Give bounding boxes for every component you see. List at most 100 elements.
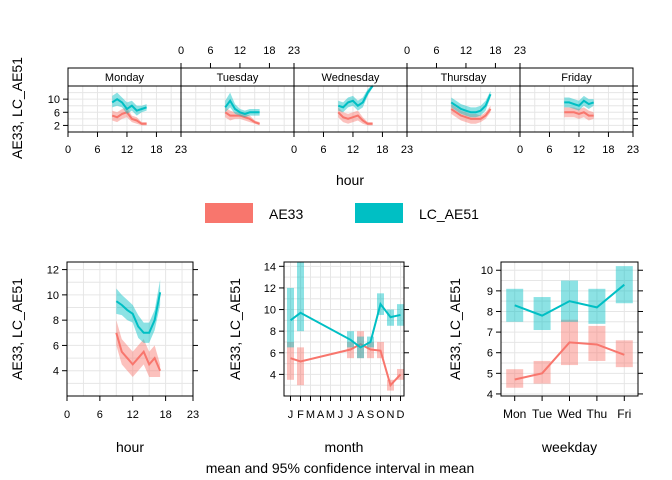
x-tick-label: J	[338, 409, 344, 421]
x-tick-label: S	[367, 409, 374, 421]
x-tick-label: F	[297, 409, 304, 421]
line-lc_ae51	[337, 85, 374, 109]
y-tick-label: 6	[53, 340, 59, 352]
line-ae33	[111, 111, 147, 125]
line-lc_ae51	[450, 93, 492, 114]
x-tick-label: A	[317, 409, 325, 421]
y-tick-label: 8	[487, 306, 493, 318]
y-tick-label: 4	[270, 369, 276, 381]
y-axis-title: AE33, LC_AE51	[227, 278, 243, 380]
x-tick-label: Thu	[587, 407, 608, 421]
y-tick-label: 4	[487, 389, 493, 401]
weekday-chart: 4 5 6 7 8 9 10 Mon Tue Wed Thu Fri weekday AE33, LC_A…	[447, 261, 643, 455]
y-tick-label: 10	[47, 290, 59, 302]
x-axis-title: hour	[116, 439, 144, 455]
y-tick-label: 8	[53, 315, 59, 327]
x-tick-label: 23	[187, 409, 199, 421]
x-tick-label: 18	[159, 409, 171, 421]
x-tick-label: 6	[207, 45, 213, 57]
line-lc_ae51	[289, 301, 401, 349]
line-lc_ae51	[224, 98, 260, 115]
x-tick-label: 12	[573, 144, 585, 156]
x-tick-label: N	[387, 409, 395, 421]
line-lc_ae51	[564, 99, 595, 107]
x-axis-title: month	[325, 439, 364, 455]
line-lc_ae51	[514, 283, 625, 317]
x-tick-label: 0	[178, 45, 184, 57]
y-tick-label: 4	[53, 366, 59, 378]
panel-monday: Monday 0 6 12 18 23	[65, 67, 187, 156]
panel-border	[519, 85, 634, 133]
ci-band-lc_ae51	[338, 84, 373, 113]
y-axis-title: AE33, LC_AE51	[9, 278, 25, 380]
x-tick-label: J	[348, 409, 354, 421]
ci-box-lc_ae51	[533, 297, 551, 331]
hour-chart: 4 6 8 10 12 0 6 12 18 23 hour AE33, LC_AE51	[9, 261, 199, 455]
y-tick-label: 12	[47, 265, 59, 277]
ci-box-ae33	[297, 347, 304, 386]
x-tick-label: 12	[234, 45, 246, 57]
strip-label: Tuesday	[217, 72, 259, 84]
ci-box-ae33	[287, 341, 294, 380]
y-tick-label: 12	[264, 283, 276, 295]
panel-border	[66, 261, 194, 397]
x-tick-label: A	[357, 409, 365, 421]
x-tick-label: 23	[627, 144, 639, 156]
x-tick-label: D	[397, 409, 405, 421]
x-tick-label: 12	[127, 409, 139, 421]
x-tick-label: 18	[602, 144, 614, 156]
line-ae33	[224, 111, 260, 125]
x-tick-label: 23	[175, 144, 187, 156]
x-tick-label: Mon	[503, 407, 526, 421]
x-tick-label: 12	[121, 144, 133, 156]
x-tick-label: 18	[150, 144, 162, 156]
x-tick-label: 18	[263, 45, 275, 57]
x-tick-label: Fri	[617, 407, 631, 421]
y-tick-label: 6	[270, 348, 276, 360]
ci-band-lc_ae51	[116, 279, 161, 343]
x-tick-label: Wed	[557, 407, 581, 421]
x-tick-label: 23	[401, 144, 413, 156]
panel-border	[283, 261, 405, 397]
x-tick-label: 6	[320, 144, 326, 156]
y-tick-label: 9	[487, 286, 493, 298]
x-tick-label: 6	[94, 144, 100, 156]
y-tick-label: 6	[487, 348, 493, 360]
x-tick-label: 0	[291, 144, 297, 156]
y-tick-label: 10	[48, 94, 60, 106]
x-tick-label: 6	[97, 409, 103, 421]
x-tick-label: 23	[288, 45, 300, 57]
strip-label: Monday	[105, 72, 145, 84]
x-tick-label: Tue	[532, 407, 553, 421]
legend-label-ae33: AE33	[269, 206, 303, 222]
legend-swatch-lc_ae51	[355, 203, 403, 223]
line-lc_ae51	[111, 97, 147, 112]
x-tick-label: J	[288, 409, 294, 421]
ci-band-lc_ae51	[564, 95, 594, 111]
line-lc_ae51	[115, 292, 162, 334]
summary-charts: 4 6 8 10 12 0 6 12 18 23 hour AE33, LC_AE51 4 6 8 10 12 1…	[9, 261, 643, 455]
legend-swatch-ae33	[205, 203, 253, 223]
panel-thursday: Thursday 0 6 12 18 23	[404, 45, 526, 133]
y-tick-label: 6	[54, 107, 60, 119]
line-ae33	[337, 111, 373, 125]
line-ae33	[290, 342, 402, 388]
ci-box-ae33	[506, 369, 524, 388]
line-ae33	[450, 108, 492, 120]
line-ae33	[115, 332, 162, 372]
y-tick-label: 2	[54, 120, 60, 132]
strip-label: Wednesday	[322, 72, 380, 84]
ci-box-ae33	[588, 325, 606, 361]
ci-box-lc_ae51	[287, 287, 294, 348]
x-tick-label: 12	[460, 45, 472, 57]
x-tick-label: 18	[376, 144, 388, 156]
strip-label: Thursday	[441, 72, 487, 84]
ci-box-lc_ae51	[297, 262, 304, 332]
y-tick-label: 5	[487, 368, 493, 380]
x-tick-label: 0	[65, 144, 71, 156]
x-tick-label: 0	[517, 144, 523, 156]
x-axis-title: weekday	[541, 439, 597, 455]
x-tick-label: M	[326, 409, 335, 421]
